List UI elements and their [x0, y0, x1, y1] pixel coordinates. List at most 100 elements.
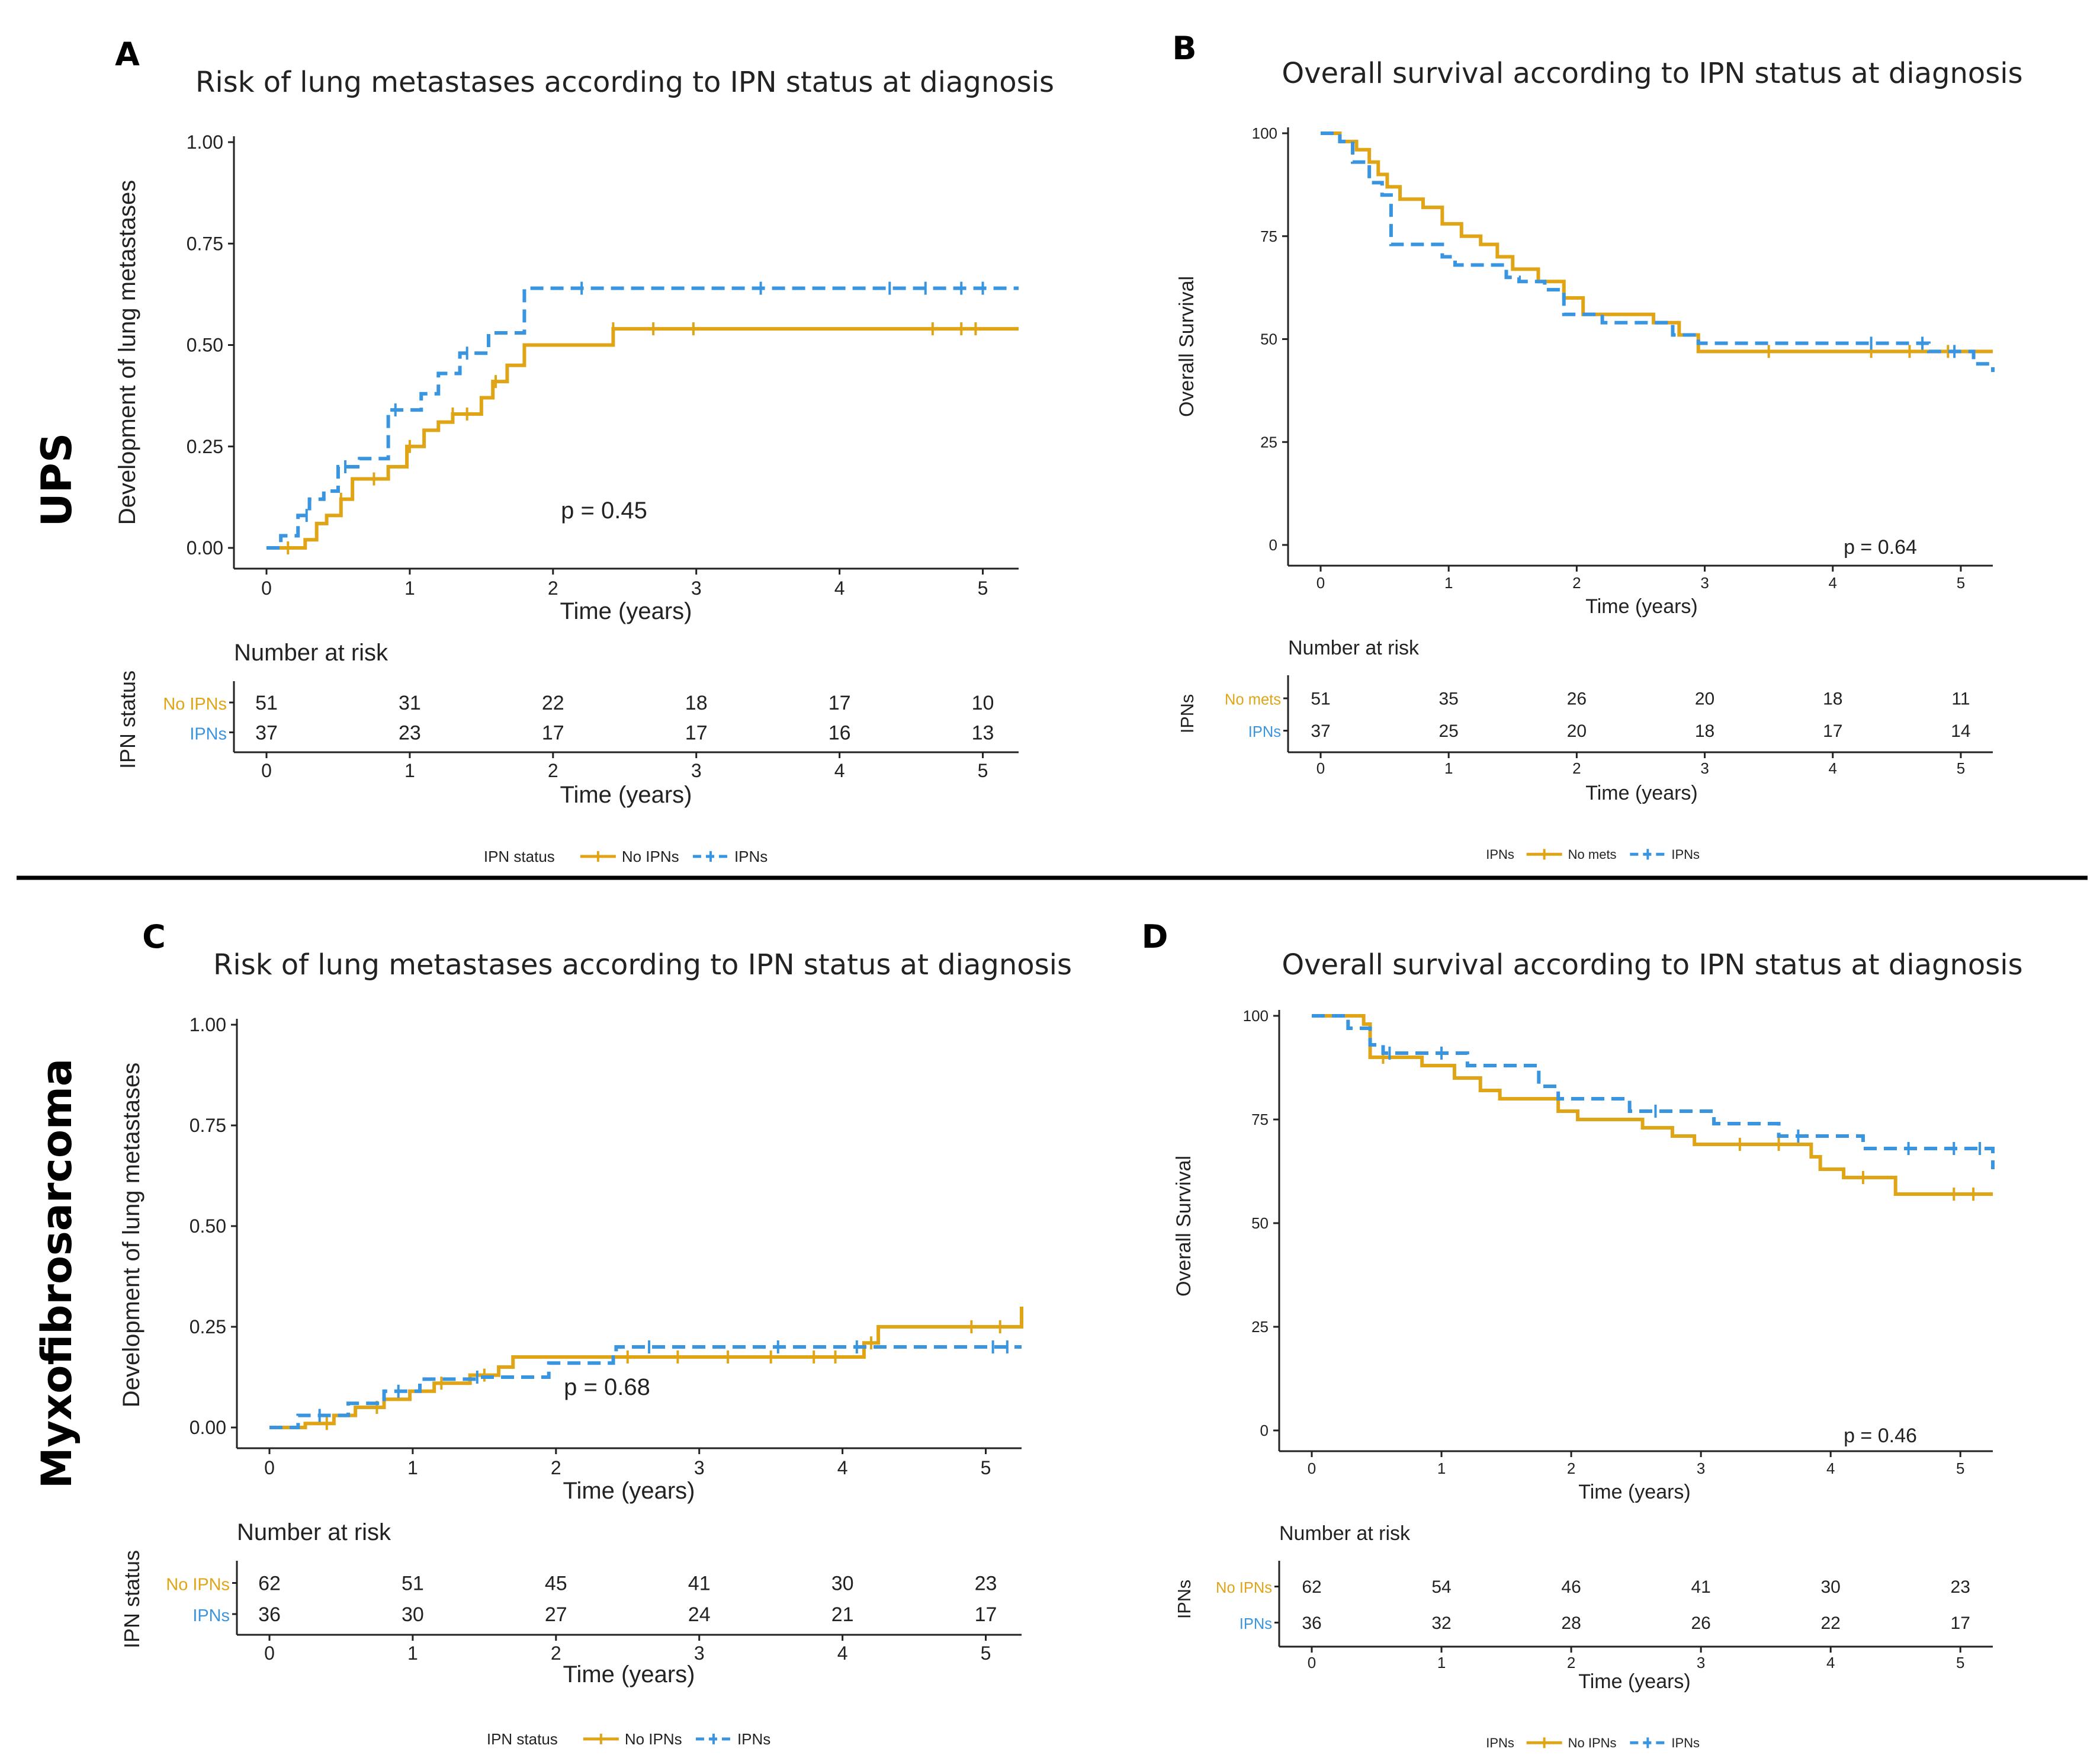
risk-x-tick-label: 0: [261, 760, 272, 781]
risk-value: 25: [1439, 721, 1459, 741]
risk-row-label: No IPNs: [166, 1575, 230, 1594]
risk-row-label: IPNs: [1240, 1616, 1272, 1632]
risk-value: 26: [1567, 689, 1587, 709]
y-tick-label: 25: [1260, 433, 1277, 451]
risk-value: 22: [1821, 1613, 1841, 1633]
p-value: p = 0.45: [561, 498, 647, 524]
y-tick-label: 0.75: [190, 1115, 226, 1136]
risk-x-tick-label: 2: [1572, 759, 1581, 777]
risk-value: 51: [255, 692, 278, 714]
risk-value: 35: [1439, 689, 1459, 709]
risk-x-axis-label: Time (years): [1578, 1670, 1691, 1693]
risk-x-tick-label: 3: [691, 760, 702, 781]
risk-value: 37: [255, 721, 278, 744]
risk-value: 31: [399, 692, 421, 714]
risk-y-axis-label: IPN status: [115, 671, 140, 769]
panel-d: D Overall survival according to IPN statu…: [1142, 918, 2023, 1750]
legend-item-label: IPNs: [1671, 847, 1700, 862]
y-tick-label: 0.50: [190, 1215, 226, 1237]
y-tick-label: 0.75: [187, 233, 223, 254]
series-line-reference: [1312, 1014, 1993, 1196]
risk-value: 54: [1431, 1577, 1451, 1597]
y-tick-label: 0: [1260, 1422, 1269, 1439]
x-tick-label: 1: [404, 578, 415, 599]
risk-x-tick-label: 4: [1829, 759, 1837, 777]
risk-row-label: IPNs: [192, 1606, 230, 1625]
risk-table-title: Number at risk: [1279, 1522, 1411, 1545]
risk-value: 17: [975, 1603, 997, 1626]
legend-item-label: No IPNs: [625, 1730, 682, 1748]
x-tick-label: 4: [834, 578, 845, 599]
y-tick-label: 0.50: [187, 335, 223, 356]
p-value: p = 0.68: [564, 1374, 650, 1400]
risk-value: 13: [972, 721, 994, 744]
y-axis-label: Development of lung metastases: [114, 180, 140, 525]
legend-item-label: No IPNs: [1568, 1735, 1617, 1750]
risk-value: 21: [831, 1603, 854, 1626]
p-value: p = 0.46: [1844, 1425, 1917, 1447]
legend-item-label: IPNs: [737, 1730, 770, 1748]
risk-x-tick-label: 2: [551, 1642, 561, 1664]
risk-value: 20: [1567, 721, 1587, 741]
legend: IPN status No IPNs IPNs: [484, 848, 768, 865]
risk-value: 41: [1691, 1577, 1710, 1597]
risk-table-title: Number at risk: [1288, 637, 1420, 659]
risk-y-axis-label: IPN status: [120, 1550, 144, 1648]
risk-row-label: IPNs: [190, 724, 227, 743]
risk-value: 17: [829, 692, 851, 714]
x-tick-label: 2: [1567, 1459, 1575, 1477]
series-line-reference: [1321, 131, 1993, 354]
x-tick-label: 2: [1572, 574, 1581, 592]
x-tick-label: 3: [1700, 574, 1709, 592]
legend: IPN status No IPNs IPNs: [487, 1730, 770, 1748]
risk-x-tick-label: 1: [404, 760, 415, 781]
legend-title: IPN status: [484, 848, 555, 865]
risk-value: 14: [1951, 721, 1970, 741]
risk-value: 45: [545, 1572, 567, 1595]
risk-x-tick-label: 5: [1957, 759, 1965, 777]
risk-x-tick-label: 3: [1697, 1654, 1705, 1672]
risk-value: 62: [258, 1572, 281, 1595]
x-axis-label: Time (years): [563, 1478, 695, 1504]
risk-row-label: IPNs: [1248, 724, 1281, 740]
risk-value: 62: [1302, 1577, 1321, 1597]
x-tick-label: 4: [1829, 574, 1837, 592]
risk-value: 17: [1951, 1613, 1970, 1633]
legend-item-label: IPNs: [734, 848, 768, 865]
risk-x-tick-label: 5: [1956, 1654, 1964, 1672]
risk-value: 30: [1821, 1577, 1841, 1597]
panel-letter: C: [142, 918, 166, 955]
legend-title: IPNs: [1486, 847, 1514, 862]
x-tick-label: 5: [1957, 574, 1965, 592]
x-tick-label: 1: [1437, 1459, 1446, 1477]
risk-value: 36: [1302, 1613, 1321, 1633]
risk-value: 46: [1561, 1577, 1581, 1597]
risk-x-tick-label: 1: [407, 1642, 418, 1664]
risk-value: 28: [1561, 1613, 1581, 1633]
panel-b: B Overall survival according to IPN statu…: [1172, 30, 2022, 862]
risk-row-label: No IPNs: [163, 695, 227, 714]
panel-letter: B: [1172, 30, 1196, 67]
risk-x-tick-label: 1: [1444, 759, 1453, 777]
risk-x-axis-label: Time (years): [560, 782, 692, 808]
risk-x-tick-label: 4: [837, 1642, 848, 1664]
series-line-ipns: [269, 1345, 1022, 1429]
x-axis-label: Time (years): [560, 598, 692, 624]
chart-title: Risk of lung metastases according to IPN…: [195, 66, 1054, 99]
panel-a: A Risk of lung metastases according to IP…: [114, 36, 1054, 865]
x-tick-label: 0: [264, 1457, 275, 1478]
risk-x-tick-label: 4: [1826, 1654, 1835, 1672]
y-tick-label: 0.25: [187, 436, 223, 457]
risk-value: 30: [402, 1603, 424, 1626]
chart-title: Overall survival according to IPN status…: [1282, 57, 2022, 90]
risk-row-label: No mets: [1225, 692, 1281, 708]
y-axis-label: Overall Survival: [1173, 1156, 1195, 1297]
y-tick-label: 75: [1251, 1111, 1269, 1128]
risk-value: 10: [972, 692, 994, 714]
panel-letter: A: [115, 36, 140, 73]
y-tick-label: 100: [1243, 1007, 1269, 1025]
x-tick-label: 5: [978, 578, 988, 599]
p-value: p = 0.64: [1844, 536, 1917, 559]
x-tick-label: 4: [1826, 1459, 1835, 1477]
